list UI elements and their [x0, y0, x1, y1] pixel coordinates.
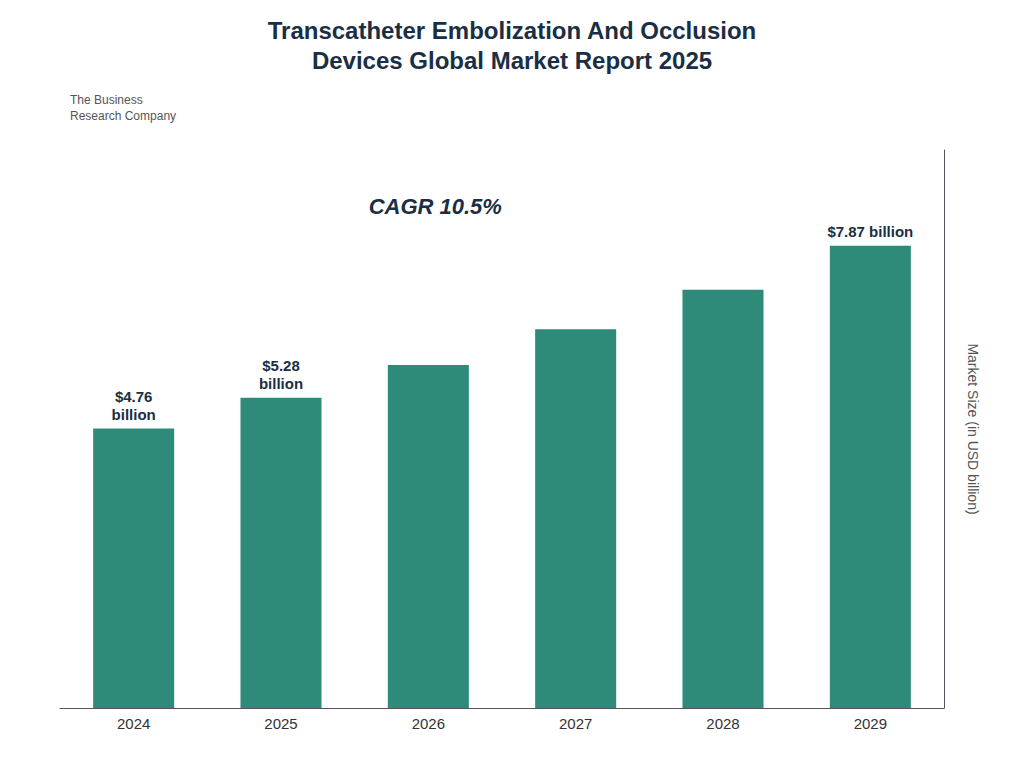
svg-text:The Business: The Business: [70, 93, 143, 107]
svg-text:CAGR 10.5%: CAGR 10.5%: [369, 194, 502, 219]
svg-text:2025: 2025: [264, 715, 297, 732]
svg-text:$7.87 billion: $7.87 billion: [827, 223, 913, 240]
svg-text:2024: 2024: [117, 715, 150, 732]
svg-text:$4.76: $4.76: [115, 388, 153, 405]
svg-text:billion: billion: [259, 375, 303, 392]
svg-text:Research Company: Research Company: [70, 109, 176, 123]
svg-text:2026: 2026: [412, 715, 445, 732]
svg-text:2029: 2029: [854, 715, 887, 732]
svg-text:2028: 2028: [706, 715, 739, 732]
svg-text:Market Size (in USD billion): Market Size (in USD billion): [965, 343, 981, 514]
svg-text:$5.28: $5.28: [262, 357, 300, 374]
svg-text:billion: billion: [112, 406, 156, 423]
svg-text:Transcatheter Embolization And: Transcatheter Embolization And Occlusion: [268, 17, 757, 44]
svg-text:2027: 2027: [559, 715, 592, 732]
svg-text:Devices Global Market Report 2: Devices Global Market Report 2025: [312, 47, 712, 74]
